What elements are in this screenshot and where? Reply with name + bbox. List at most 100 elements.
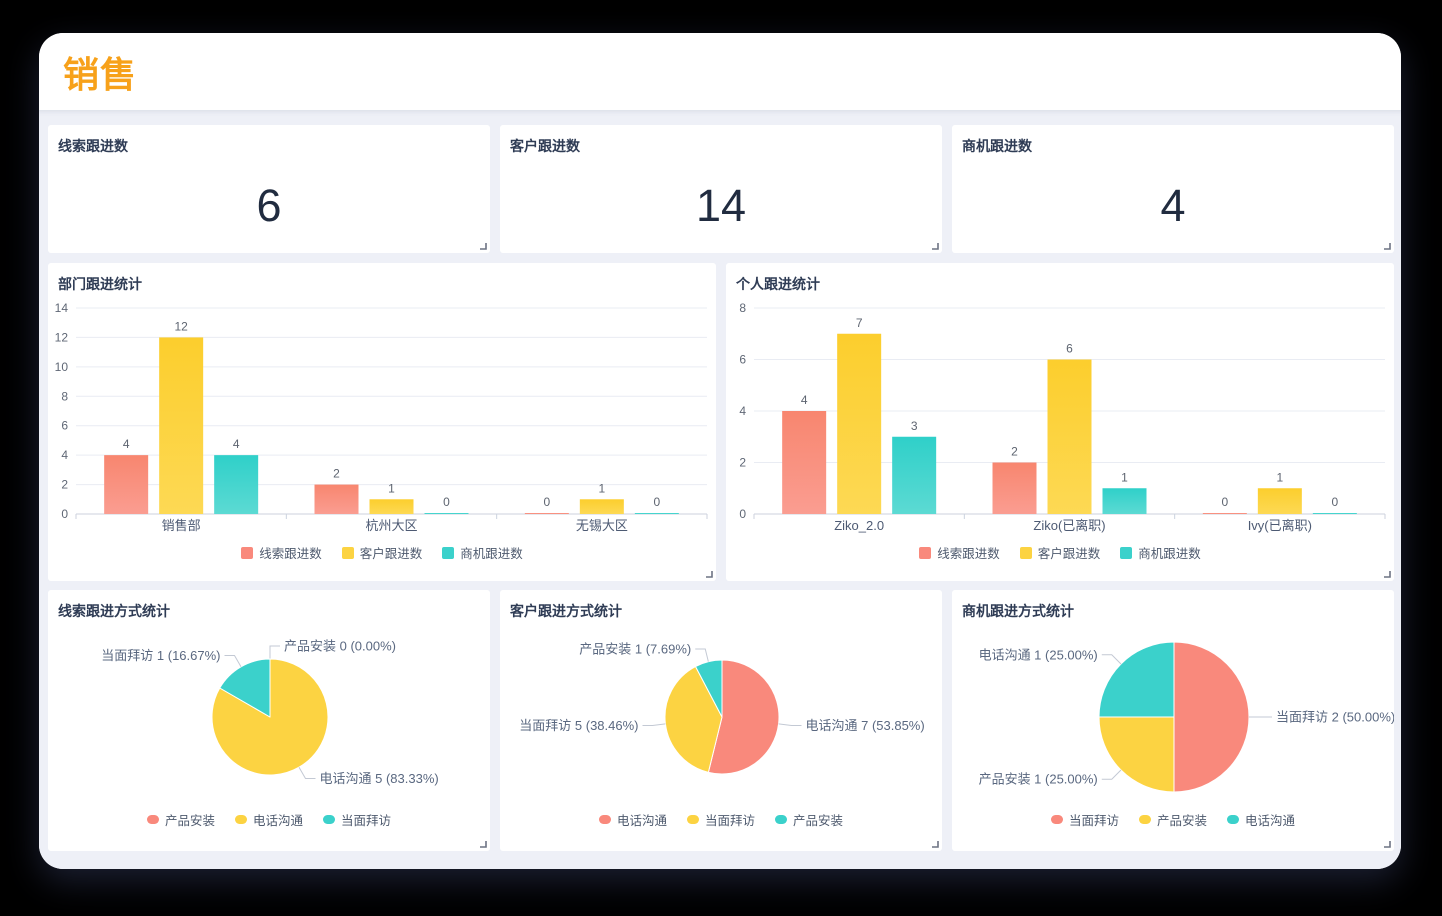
- resize-handle-icon[interactable]: [705, 570, 713, 578]
- svg-text:0: 0: [543, 495, 550, 509]
- legend-swatch: [241, 546, 254, 559]
- svg-text:0: 0: [1221, 495, 1228, 509]
- legend-item[interactable]: 产品安装: [146, 810, 215, 829]
- svg-text:4: 4: [233, 437, 240, 451]
- legend-label: 当面拜访: [1068, 814, 1119, 828]
- legend-item[interactable]: 商机跟进数: [442, 543, 523, 562]
- bar-chart-person[interactable]: 0 2 4 6 8 4 7 3 Ziko_2.0 2 6 1 Ziko(已离职) 0 1 0 Ivy(已离职): [726, 263, 1394, 581]
- pie-chart-opportunity[interactable]: 当面拜访 2 (50.00%) 产品安装 1 (25.00%) 电话沟通 1 (25…: [952, 590, 1394, 851]
- svg-text:当面拜访 2 (50.00%): 当面拜访 2 (50.00%): [1276, 710, 1394, 725]
- resize-handle-icon[interactable]: [479, 242, 487, 250]
- svg-text:当面拜访 1 (16.67%): 当面拜访 1 (16.67%): [101, 648, 220, 663]
- svg-text:当面拜访 5 (38.46%): 当面拜访 5 (38.46%): [519, 718, 638, 733]
- legend-item[interactable]: 电话沟通: [1227, 810, 1295, 829]
- legend-label: 客户跟进数: [1037, 547, 1101, 561]
- resize-handle-icon[interactable]: [1383, 840, 1391, 848]
- legend-swatch: [598, 815, 611, 824]
- chart-card-lead-pie: 线索跟进方式统计 产品安装 0 (0.00%) 电话沟通 5 (83.33%) 当面…: [48, 590, 490, 851]
- legend-item[interactable]: 线索跟进数: [919, 543, 1000, 562]
- chart-title: 部门跟进统计: [58, 276, 142, 292]
- legend-swatch: [1227, 815, 1239, 824]
- chart-legend[interactable]: 线索跟进数 客户跟进数 商机跟进数: [48, 543, 716, 562]
- svg-text:4: 4: [801, 393, 808, 407]
- page-title: 销售: [63, 53, 138, 95]
- svg-text:8: 8: [61, 389, 68, 403]
- resize-handle-icon[interactable]: [1383, 242, 1391, 250]
- svg-text:10: 10: [55, 360, 69, 374]
- panel-header: 销售: [39, 33, 1401, 110]
- svg-text:电话沟通 1 (25.00%): 电话沟通 1 (25.00%): [979, 647, 1098, 662]
- svg-text:4: 4: [61, 448, 68, 462]
- svg-text:2: 2: [1011, 445, 1018, 459]
- svg-text:2: 2: [333, 467, 340, 481]
- svg-text:Ziko_2.0: Ziko_2.0: [834, 518, 884, 533]
- legend-swatch: [686, 815, 699, 824]
- legend-item[interactable]: 产品安装: [775, 810, 843, 829]
- svg-text:产品安装 1 (25.00%): 产品安装 1 (25.00%): [979, 772, 1098, 787]
- pie-chart-customer[interactable]: 电话沟通 7 (53.85%) 当面拜访 5 (38.46%) 产品安装 1 (7.…: [500, 590, 942, 851]
- svg-text:4: 4: [123, 437, 130, 451]
- legend-label: 客户跟进数: [359, 547, 423, 561]
- chart-card-opportunity-pie: 商机跟进方式统计 当面拜访 2 (50.00%) 产品安装 1 (25.00%) 电…: [952, 590, 1394, 851]
- chart-legend[interactable]: 产品安装 电话沟通 当面拜访: [48, 810, 490, 829]
- legend-item[interactable]: 当面拜访: [1050, 810, 1119, 829]
- legend-item[interactable]: 线索跟进数: [241, 543, 322, 562]
- svg-text:Ziko(已离职): Ziko(已离职): [1033, 518, 1105, 533]
- legend-swatch: [442, 546, 455, 559]
- chart-card-person-bar: 个人跟进统计 0 2 4 6 8 4 7 3 Ziko_2.0 2 6 1 Ziko(已离职) 0 1 0 Iv…: [726, 263, 1394, 581]
- kpi-card-opportunities: 商机跟进数 4: [952, 125, 1394, 253]
- chart-legend[interactable]: 电话沟通 当面拜访 产品安装: [500, 810, 942, 829]
- resize-handle-icon[interactable]: [931, 840, 939, 848]
- legend-item[interactable]: 客户跟进数: [341, 543, 423, 562]
- legend-item[interactable]: 电话沟通: [598, 810, 667, 829]
- bar-chart-department[interactable]: 0 2 4 6 8 10 12 14 4 12 4 销售部 2 1 0 杭州大区 0 1 0 无锡大区: [48, 263, 716, 581]
- legend-item[interactable]: 当面拜访: [686, 810, 755, 829]
- legend-item[interactable]: 当面拜访: [323, 810, 391, 829]
- kpi-value: 14: [695, 180, 747, 231]
- svg-text:2: 2: [61, 478, 68, 492]
- kpi-value: 4: [1160, 180, 1186, 231]
- svg-text:Ivy(已离职): Ivy(已离职): [1248, 518, 1312, 533]
- legend-label: 线索跟进数: [937, 547, 1000, 561]
- legend-label: 产品安装: [164, 814, 215, 828]
- svg-text:3: 3: [911, 419, 918, 433]
- legend-label: 商机跟进数: [1138, 547, 1201, 561]
- chart-card-customer-pie: 客户跟进方式统计 电话沟通 7 (53.85%) 当面拜访 5 (38.46%) 产…: [500, 590, 942, 851]
- legend-item[interactable]: 商机跟进数: [1120, 543, 1201, 562]
- legend-item[interactable]: 客户跟进数: [1019, 543, 1101, 562]
- legend-label: 产品安装: [793, 814, 844, 828]
- legend-label: 电话沟通: [1245, 814, 1296, 828]
- legend-label: 电话沟通: [616, 814, 667, 828]
- svg-text:1: 1: [598, 481, 605, 495]
- legend-item[interactable]: 电话沟通: [234, 810, 303, 829]
- pie-chart-lead[interactable]: 产品安装 0 (0.00%) 电话沟通 5 (83.33%) 当面拜访 1 (16.…: [48, 590, 490, 851]
- kpi-label: 线索跟进数: [58, 138, 128, 154]
- chart-legend[interactable]: 线索跟进数 客户跟进数 商机跟进数: [726, 543, 1394, 562]
- chart-title: 线索跟进方式统计: [58, 603, 170, 619]
- legend-swatch: [234, 815, 247, 824]
- svg-text:电话沟通 5 (83.33%): 电话沟通 5 (83.33%): [320, 771, 439, 786]
- legend-label: 产品安装: [1156, 814, 1207, 828]
- legend-item[interactable]: 产品安装: [1138, 810, 1207, 829]
- svg-text:0: 0: [739, 507, 746, 521]
- chart-title: 商机跟进方式统计: [962, 603, 1074, 619]
- dashboard-panel: 销售 线索跟进数 6 客户跟进数 14 商机跟进数 4: [39, 33, 1401, 869]
- resize-handle-icon[interactable]: [1383, 570, 1391, 578]
- legend-label: 线索跟进数: [259, 547, 322, 561]
- svg-text:销售部: 销售部: [162, 518, 201, 533]
- svg-text:12: 12: [55, 330, 69, 344]
- svg-text:电话沟通 7 (53.85%): 电话沟通 7 (53.85%): [805, 718, 924, 733]
- chart-legend[interactable]: 当面拜访 产品安装 电话沟通: [952, 810, 1394, 829]
- resize-handle-icon[interactable]: [479, 840, 487, 848]
- kpi-card-customers: 客户跟进数 14: [500, 125, 942, 253]
- svg-text:6: 6: [739, 353, 746, 367]
- resize-handle-icon[interactable]: [931, 242, 939, 250]
- svg-text:0: 0: [61, 507, 68, 521]
- svg-text:8: 8: [739, 301, 746, 315]
- svg-text:1: 1: [1276, 470, 1283, 484]
- svg-text:2: 2: [739, 456, 746, 470]
- kpi-value: 6: [256, 180, 282, 231]
- legend-swatch: [146, 815, 159, 824]
- svg-text:产品安装 1 (7.69%): 产品安装 1 (7.69%): [579, 642, 691, 657]
